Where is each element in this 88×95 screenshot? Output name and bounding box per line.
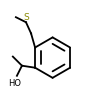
Text: HO: HO [8,79,21,88]
Text: S: S [23,13,29,22]
